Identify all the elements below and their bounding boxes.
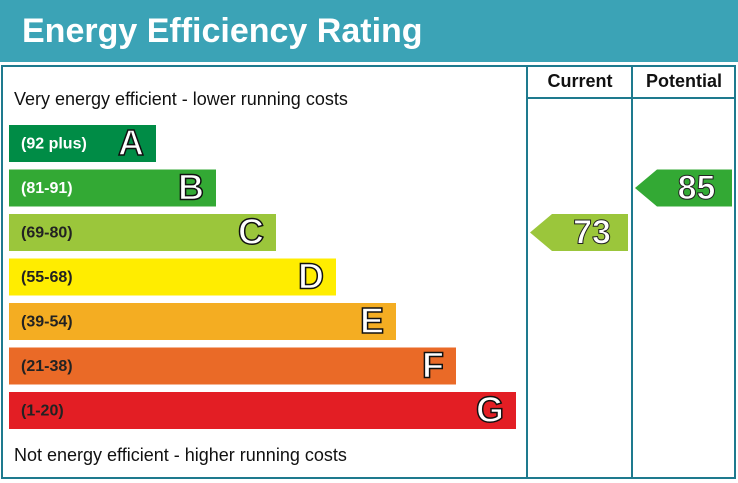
title-bar [0, 0, 738, 62]
rating-value: 73 [573, 213, 611, 251]
band-range: (21-38) [21, 358, 73, 375]
column-header: Potential [646, 71, 722, 91]
band-letter: F [422, 345, 444, 386]
rating-arrow [530, 214, 628, 251]
band-range: (39-54) [21, 314, 73, 331]
band-range: (69-80) [21, 225, 73, 242]
band [9, 347, 456, 385]
bottom-label: Not energy efficient - higher running co… [14, 445, 347, 465]
band [9, 125, 156, 162]
band-letter: D [298, 256, 324, 297]
band-range: (81-91) [21, 180, 73, 197]
band-range: (1-20) [21, 403, 64, 420]
band-range: (92 plus) [21, 136, 87, 153]
band-letter: C [238, 211, 264, 252]
column-header: Current [547, 71, 612, 91]
rating-arrow [635, 169, 732, 207]
band-letter: B [178, 167, 204, 208]
band [9, 303, 396, 340]
band-letter: E [360, 300, 384, 341]
band-range: (55-68) [21, 269, 73, 286]
band [9, 214, 276, 251]
band-letter: A [118, 122, 144, 163]
top-label: Very energy efficient - lower running co… [14, 89, 348, 109]
band [9, 258, 336, 296]
rating-value: 85 [678, 169, 716, 207]
band [9, 169, 216, 207]
frame [1, 65, 736, 479]
chart-title: Energy Efficiency Rating [22, 12, 423, 50]
band-letter: G [476, 389, 504, 430]
band [9, 392, 516, 429]
